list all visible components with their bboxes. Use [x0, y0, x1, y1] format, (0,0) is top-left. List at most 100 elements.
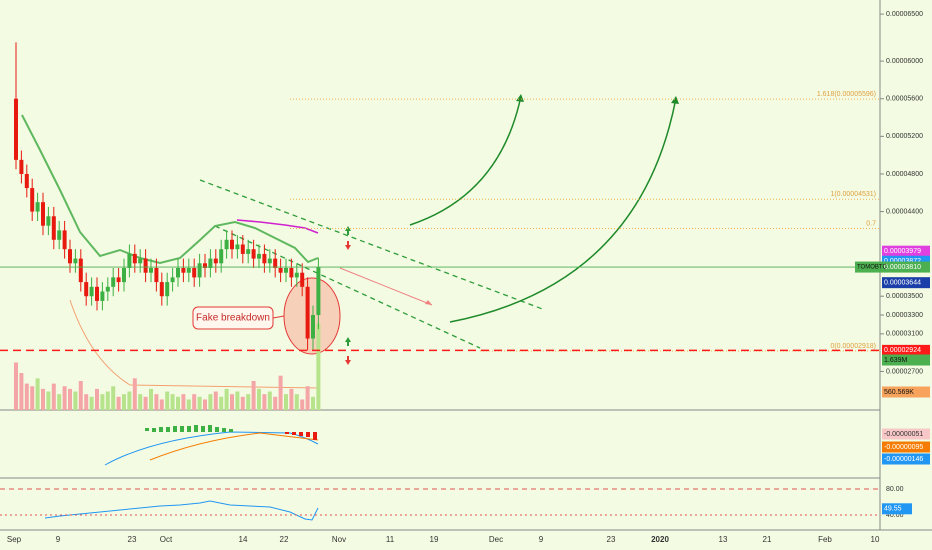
y-tick-label: 0.00003300: [886, 312, 923, 319]
volume-bar: [149, 388, 153, 410]
volume-bar: [294, 394, 299, 410]
candle-body: [278, 268, 283, 273]
x-tick-label: Nov: [332, 535, 346, 544]
candle-body: [251, 249, 256, 259]
volume-bar: [30, 386, 35, 410]
volume-bar: [262, 394, 267, 410]
volume-bar: [100, 394, 105, 410]
y-tick-label: 0.00003100: [886, 331, 923, 338]
x-tick-label: Feb: [818, 535, 832, 544]
candle-body: [170, 277, 175, 283]
candle-body: [57, 230, 62, 240]
x-tick-label: 22: [280, 535, 289, 544]
price-label-box: [882, 277, 930, 289]
volume-bar: [62, 386, 67, 410]
volume-bar: [224, 388, 229, 410]
candle-body: [311, 315, 315, 339]
volume-bar: [311, 396, 315, 410]
y-tick-label: 0.00006500: [886, 11, 923, 18]
x-tick-label: Dec: [489, 535, 503, 544]
fib-label: 1.618(0.00005596): [817, 91, 876, 98]
macd-label-box: [882, 428, 930, 440]
volume-bar: [35, 378, 40, 410]
volume-bar: [192, 394, 197, 410]
volume-label: 1.639M: [884, 357, 908, 364]
rsi-value-box: [882, 503, 912, 515]
candle-body: [208, 258, 213, 269]
macd-label-box: [882, 453, 930, 465]
candle-body: [197, 263, 202, 278]
volume-bar: [159, 399, 164, 410]
candle-body: [111, 277, 116, 287]
candle-body: [154, 268, 159, 283]
candle-body: [78, 258, 83, 283]
candle-body: [62, 230, 67, 250]
rsi-value-label: 49.55: [884, 506, 902, 513]
volume-bar: [203, 399, 207, 410]
volume-bar: [46, 391, 51, 410]
fib-label: 1(0.00004531): [830, 191, 876, 198]
price-label-box: [882, 344, 930, 356]
price-label-box: [882, 245, 930, 257]
x-tick-label: 23: [128, 535, 137, 544]
volume-bar: [127, 391, 132, 410]
volume-label: 560.569K: [884, 389, 914, 396]
x-tick-label: 9: [56, 535, 61, 544]
candle-body: [95, 286, 99, 301]
fib-label: 0(0.00002918): [830, 343, 876, 350]
volume-bar: [197, 396, 202, 410]
candle-body: [262, 253, 267, 264]
candle-body: [105, 286, 110, 292]
x-tick-label: 23: [607, 535, 616, 544]
candle-body: [219, 249, 224, 264]
x-tick-label: Oct: [160, 535, 173, 544]
volume-bar: [176, 396, 180, 410]
volume-bar: [213, 391, 218, 410]
candle-body: [300, 272, 305, 287]
volume-label-box: [882, 386, 930, 398]
volume-bar: [51, 383, 56, 410]
volume-bar: [235, 391, 240, 410]
volume-bar: [57, 394, 62, 410]
volume-bar: [300, 399, 305, 410]
macd-label: -0.00000095: [884, 444, 923, 451]
volume-bar: [105, 391, 110, 410]
candle-body: [143, 258, 148, 273]
macd-label: -0.00000051: [884, 431, 923, 438]
candle-body: [41, 202, 45, 226]
volume-bar: [138, 394, 143, 410]
volume-bar: [289, 388, 294, 410]
volume-bar: [278, 375, 283, 410]
rsi-tick-label: 40.00: [886, 512, 904, 519]
y-tick-label: 0.00006000: [886, 58, 923, 65]
volume-bar: [84, 394, 89, 410]
volume-bar: [316, 323, 321, 410]
candle-body: [24, 173, 29, 189]
price-label: 0.00003810: [884, 264, 921, 271]
price-label-box: [882, 255, 930, 267]
candle-body: [246, 249, 251, 254]
candle-body: [235, 244, 240, 250]
volume-bar: [267, 391, 272, 410]
candle-body: [100, 291, 105, 301]
x-tick-label: 19: [430, 535, 439, 544]
candle-body: [240, 244, 245, 254]
volume-bar: [284, 394, 288, 410]
candle-body: [149, 268, 153, 273]
candle-body: [127, 253, 132, 269]
volume-bar: [41, 388, 45, 410]
volume-bar: [208, 394, 213, 410]
volume-bar: [257, 388, 261, 410]
candle-body: [68, 249, 72, 264]
candle-body: [138, 258, 143, 264]
volume-bar: [251, 380, 256, 410]
volume-bar: [111, 386, 116, 410]
y-tick-label: 0.00005600: [886, 96, 923, 103]
candle-body: [186, 268, 191, 273]
volume-bar: [19, 373, 24, 410]
candle-body: [305, 286, 310, 339]
candle-body: [203, 263, 207, 269]
volume-bar: [246, 394, 251, 410]
x-tick-label: Sep: [7, 535, 22, 544]
volume-bar: [219, 396, 224, 410]
